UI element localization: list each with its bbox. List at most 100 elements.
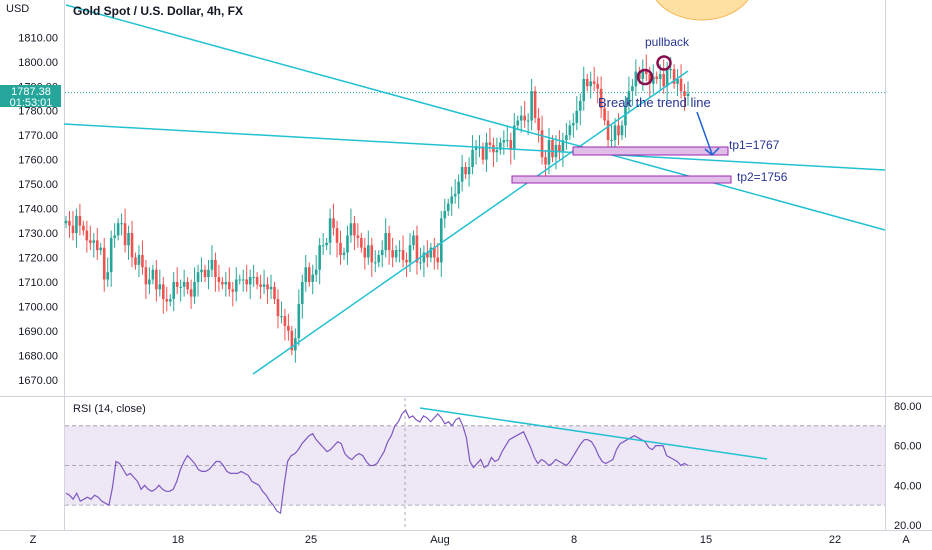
candle-body[interactable] bbox=[130, 233, 134, 258]
candle-body[interactable] bbox=[248, 277, 252, 285]
candle-body[interactable] bbox=[467, 166, 471, 175]
candle-body[interactable] bbox=[391, 250, 394, 258]
candle-body[interactable] bbox=[137, 255, 141, 265]
candle-body[interactable] bbox=[495, 149, 499, 153]
candle-body[interactable] bbox=[276, 299, 280, 317]
candle-body[interactable] bbox=[488, 142, 492, 145]
candle-body[interactable] bbox=[453, 193, 457, 197]
candle-body[interactable] bbox=[589, 81, 593, 87]
price-axis[interactable]: 1670.00 1680.00 1690.00 1700.00 1710.00 1720.… bbox=[18, 32, 921, 532]
candle-body[interactable] bbox=[537, 118, 540, 131]
candle-body[interactable] bbox=[151, 269, 155, 280]
candle-body[interactable] bbox=[603, 108, 606, 121]
candle-body[interactable] bbox=[193, 281, 196, 297]
candle-body[interactable] bbox=[228, 281, 231, 290]
candle-body[interactable] bbox=[519, 115, 523, 121]
candle-body[interactable] bbox=[408, 245, 412, 263]
candle-body[interactable] bbox=[634, 71, 638, 87]
candle-body[interactable] bbox=[78, 215, 82, 226]
candle-body[interactable] bbox=[280, 316, 283, 318]
candle-body[interactable] bbox=[429, 247, 433, 258]
candle-body[interactable] bbox=[71, 225, 75, 234]
rsi-series[interactable] bbox=[65, 407, 768, 515]
candle-body[interactable] bbox=[259, 284, 262, 287]
breakout-circle[interactable] bbox=[636, 68, 654, 86]
timezone-toggle-icon[interactable]: Z bbox=[30, 534, 37, 546]
candle-body[interactable] bbox=[558, 144, 561, 153]
candle-body[interactable] bbox=[551, 140, 554, 158]
tp2-zone[interactable] bbox=[511, 175, 732, 184]
candle-body[interactable] bbox=[325, 242, 328, 246]
candle-body[interactable] bbox=[658, 74, 662, 79]
candle-body[interactable] bbox=[85, 230, 89, 241]
candle-body[interactable] bbox=[335, 228, 339, 243]
pullback-label[interactable]: pullback bbox=[645, 35, 690, 49]
candle-body[interactable] bbox=[665, 69, 669, 87]
candle-body[interactable] bbox=[141, 255, 144, 268]
candle-body[interactable] bbox=[165, 299, 169, 302]
candle-body[interactable] bbox=[568, 125, 572, 136]
candle-body[interactable] bbox=[523, 115, 526, 121]
candle-body[interactable] bbox=[346, 235, 349, 253]
candle-body[interactable] bbox=[457, 181, 460, 194]
candle-body[interactable] bbox=[610, 140, 613, 142]
candle-body[interactable] bbox=[127, 233, 130, 246]
target-arrow[interactable] bbox=[696, 111, 713, 155]
rsi-divergence-line[interactable] bbox=[419, 407, 768, 460]
candle-body[interactable] bbox=[540, 130, 544, 158]
candle-body[interactable] bbox=[676, 78, 679, 84]
candle-body[interactable] bbox=[134, 257, 137, 265]
candle-body[interactable] bbox=[648, 74, 652, 84]
tp2-label[interactable]: tp2=1756 bbox=[737, 170, 788, 184]
candle-body[interactable] bbox=[241, 279, 245, 281]
auto-scale-icon[interactable]: A bbox=[902, 534, 910, 546]
resistance-line[interactable] bbox=[63, 123, 886, 171]
candle-body[interactable] bbox=[422, 252, 426, 263]
candle-body[interactable] bbox=[123, 223, 127, 246]
candle-body[interactable] bbox=[321, 245, 325, 247]
candle-body[interactable] bbox=[353, 223, 356, 236]
time-axis[interactable]: 18 25 Aug 8 15 22 bbox=[172, 398, 841, 546]
candle-body[interactable] bbox=[446, 203, 450, 212]
candle-body[interactable] bbox=[686, 93, 690, 97]
candle-body[interactable] bbox=[631, 86, 634, 92]
candle-body[interactable] bbox=[349, 223, 353, 236]
tp1-label[interactable]: tp1=1767 bbox=[729, 138, 780, 152]
candle-body[interactable] bbox=[269, 286, 273, 290]
candle-body[interactable] bbox=[186, 281, 189, 290]
candle-body[interactable] bbox=[363, 247, 367, 258]
candle-body[interactable] bbox=[533, 91, 537, 119]
candle-body[interactable] bbox=[679, 78, 683, 92]
candle-body[interactable] bbox=[506, 140, 509, 142]
candle-body[interactable] bbox=[189, 289, 193, 297]
candle-body[interactable] bbox=[645, 69, 648, 75]
candle-body[interactable] bbox=[231, 289, 235, 292]
candle-body[interactable] bbox=[471, 149, 474, 167]
candle-body[interactable] bbox=[387, 233, 391, 251]
candle-body[interactable] bbox=[662, 74, 665, 87]
candle-body[interactable] bbox=[599, 88, 603, 109]
candle-body[interactable] bbox=[526, 120, 530, 122]
candle-body[interactable] bbox=[433, 247, 436, 258]
candle-body[interactable] bbox=[499, 142, 502, 150]
candle-body[interactable] bbox=[266, 284, 269, 290]
candle-body[interactable] bbox=[565, 135, 568, 141]
uptrend-line[interactable] bbox=[252, 70, 689, 375]
candle-body[interactable] bbox=[109, 237, 113, 273]
candle-body[interactable] bbox=[92, 240, 96, 243]
candle-body[interactable] bbox=[516, 120, 520, 126]
candle-body[interactable] bbox=[168, 299, 172, 302]
candle-body[interactable] bbox=[144, 267, 148, 285]
candle-body[interactable] bbox=[224, 281, 228, 285]
symbol-title[interactable]: Gold Spot / U.S. Dollar, 4h, FX bbox=[73, 4, 243, 18]
candle-body[interactable] bbox=[655, 76, 659, 79]
candle-body[interactable] bbox=[509, 140, 513, 150]
candle-body[interactable] bbox=[394, 250, 398, 258]
candle-body[interactable] bbox=[582, 78, 586, 101]
candle-body[interactable] bbox=[161, 284, 165, 300]
candle-body[interactable] bbox=[95, 240, 99, 251]
candle-body[interactable] bbox=[262, 284, 266, 287]
candle-body[interactable] bbox=[613, 125, 617, 141]
candle-body[interactable] bbox=[252, 277, 255, 279]
candle-body[interactable] bbox=[245, 279, 248, 285]
